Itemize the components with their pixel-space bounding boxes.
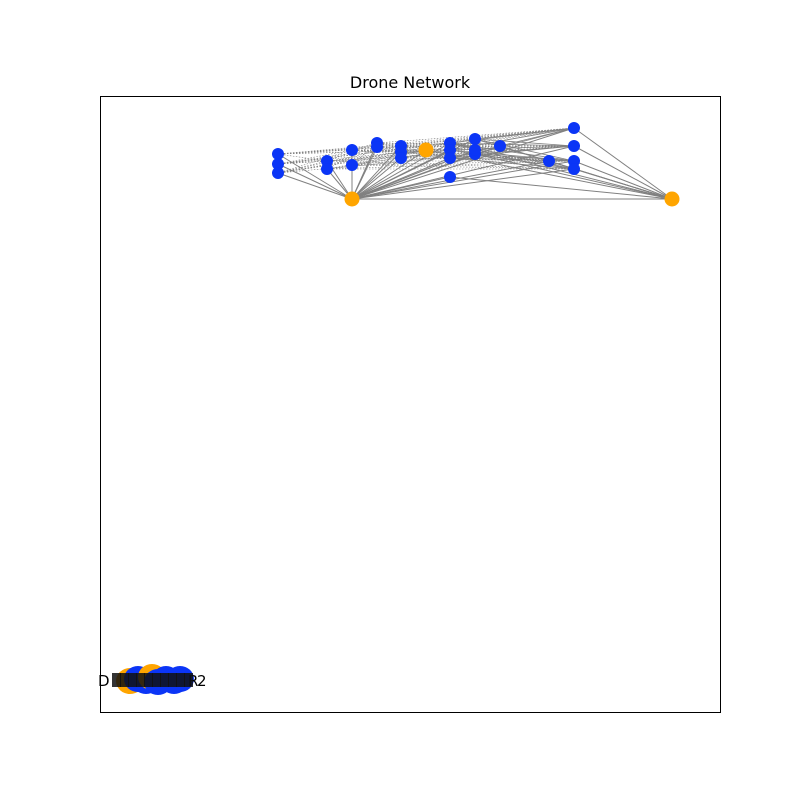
drone-node bbox=[444, 171, 456, 183]
network-edge bbox=[277, 160, 328, 174]
node-label: D bbox=[98, 672, 110, 690]
drone-node bbox=[568, 140, 580, 152]
drone-node bbox=[272, 148, 284, 160]
drone-node bbox=[494, 140, 506, 152]
collapsed-node-cluster: D 2R bbox=[98, 664, 207, 695]
drone-node bbox=[346, 159, 358, 171]
drone-node bbox=[321, 163, 333, 175]
network-edge bbox=[277, 149, 353, 155]
node-layer bbox=[272, 122, 680, 207]
network-edge bbox=[277, 149, 353, 174]
network-edge bbox=[277, 149, 353, 165]
drone-node bbox=[568, 163, 580, 175]
network-edge bbox=[474, 153, 673, 200]
network-edge bbox=[351, 164, 575, 170]
network-edge bbox=[474, 127, 575, 140]
drone-node bbox=[272, 167, 284, 179]
drone-node bbox=[395, 152, 407, 164]
overlapping-label-glyph bbox=[136, 673, 145, 687]
network-edge bbox=[474, 138, 575, 170]
network-edge bbox=[474, 138, 575, 147]
network-edge bbox=[351, 160, 575, 200]
overlapping-label-glyph bbox=[160, 673, 169, 687]
overlapping-label-glyph bbox=[120, 673, 129, 687]
network-edge bbox=[351, 149, 427, 166]
network-edge bbox=[351, 157, 402, 200]
chart-title: Drone Network bbox=[350, 73, 471, 92]
network-edge bbox=[474, 145, 575, 155]
network-edge bbox=[326, 149, 427, 170]
network-edge bbox=[277, 153, 328, 162]
network-edge bbox=[277, 138, 476, 174]
network-edge bbox=[351, 151, 402, 200]
hub-node bbox=[664, 191, 680, 207]
network-edge bbox=[376, 142, 501, 147]
network-edge bbox=[573, 160, 673, 200]
network-edge bbox=[449, 176, 673, 200]
network-edge bbox=[449, 157, 575, 170]
network-edge bbox=[326, 160, 575, 170]
overlapping-label-glyph bbox=[184, 673, 193, 687]
drone-node bbox=[568, 122, 580, 134]
drone-node bbox=[444, 152, 456, 164]
network-edge bbox=[277, 127, 575, 174]
network-edge bbox=[277, 172, 353, 200]
plot-frame bbox=[100, 96, 721, 713]
hub-node bbox=[344, 191, 360, 207]
drone-node bbox=[346, 144, 358, 156]
overlapping-label-glyph bbox=[176, 673, 185, 687]
network-edge bbox=[277, 149, 427, 174]
network-edge bbox=[449, 142, 673, 200]
network-edge bbox=[474, 153, 575, 170]
network-edge bbox=[351, 149, 575, 162]
network-edge bbox=[400, 157, 550, 162]
network-edge bbox=[474, 127, 575, 155]
network-edge bbox=[351, 145, 575, 200]
drone-node bbox=[371, 141, 383, 153]
hub-node bbox=[418, 142, 434, 158]
network-edge bbox=[573, 145, 673, 200]
drone-node bbox=[469, 144, 481, 156]
network-edge bbox=[499, 145, 673, 200]
network-edge bbox=[351, 127, 575, 200]
overlapping-label-glyph bbox=[168, 673, 177, 687]
drone-node bbox=[272, 158, 284, 170]
drone-node bbox=[469, 133, 481, 145]
network-edge bbox=[573, 127, 673, 200]
network-edge bbox=[474, 153, 575, 162]
overlapping-label-glyph bbox=[112, 673, 121, 687]
node-label: R bbox=[188, 672, 198, 690]
network-edge bbox=[277, 160, 328, 165]
overlapping-label-glyph bbox=[152, 673, 161, 687]
overlapping-label-glyph bbox=[144, 673, 153, 687]
overlapping-label-glyph bbox=[128, 673, 137, 687]
drone-node bbox=[543, 155, 555, 167]
node-label: 2 bbox=[197, 672, 207, 690]
network-edge bbox=[351, 160, 575, 166]
network-edge bbox=[351, 168, 575, 200]
